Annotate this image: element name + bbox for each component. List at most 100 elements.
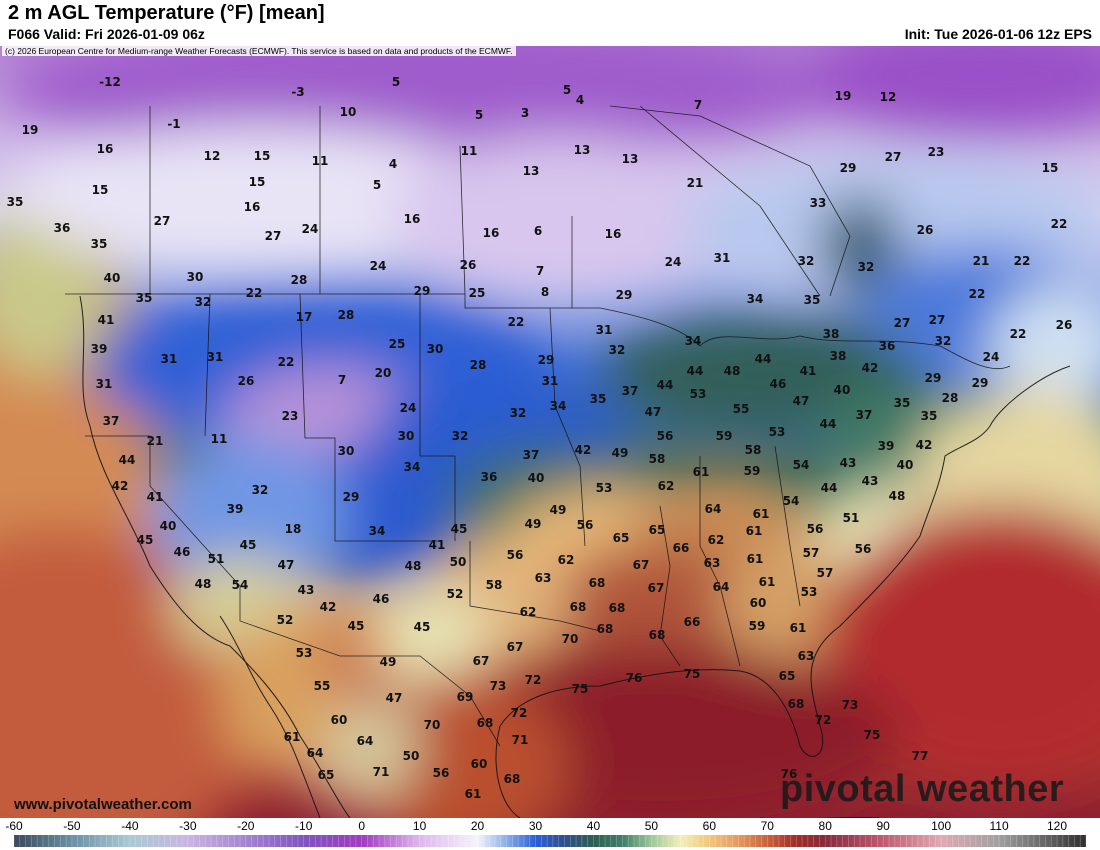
temperature-label: 39	[878, 439, 895, 453]
map-title: 2 m AGL Temperature (°F) [mean]	[8, 2, 325, 24]
coastlines	[79, 295, 1071, 818]
temperature-label: 15	[1042, 161, 1059, 175]
temperature-label: 19	[22, 123, 39, 137]
temperature-label: 5	[563, 83, 571, 97]
temperature-label: 26	[1056, 318, 1073, 332]
temperature-label: 44	[820, 417, 837, 431]
temperature-label: 37	[523, 448, 540, 462]
temperature-label: 47	[278, 558, 295, 572]
temperature-label: 41	[147, 490, 164, 504]
temperature-label: 34	[685, 334, 702, 348]
temperature-label: 11	[211, 432, 228, 446]
temperature-label: 53	[801, 585, 818, 599]
temperature-label: 29	[343, 490, 360, 504]
website-url[interactable]: www.pivotalweather.com	[14, 796, 192, 813]
colorbar-label: 70	[760, 819, 774, 833]
temperature-label: 56	[855, 542, 872, 556]
temperature-label: 28	[470, 358, 487, 372]
temperature-label: 21	[687, 176, 704, 190]
temperature-label: 47	[645, 405, 662, 419]
temperature-label: 41	[429, 538, 446, 552]
temperature-label: 18	[285, 522, 302, 536]
temperature-label: 45	[451, 522, 468, 536]
temperature-label: 75	[864, 728, 881, 742]
temperature-label: 42	[320, 600, 337, 614]
temperature-label: 50	[450, 555, 467, 569]
temperature-label: 42	[112, 479, 129, 493]
temperature-label: 61	[790, 621, 807, 635]
temperature-label: 29	[414, 284, 431, 298]
temperature-label: 27	[154, 214, 171, 228]
temperature-label: 4	[576, 93, 584, 107]
temperature-label: 58	[486, 578, 503, 592]
temperature-label: 49	[380, 655, 397, 669]
colorbar-label: 50	[644, 819, 659, 833]
temperature-label: 70	[562, 632, 579, 646]
temperature-label: 24	[400, 401, 417, 415]
temperature-label: 45	[240, 538, 257, 552]
temperature-label: 22	[508, 315, 525, 329]
temperature-label: 25	[469, 286, 486, 300]
colorbar-label: -60	[5, 819, 23, 833]
temperature-label: 56	[807, 522, 824, 536]
temperature-label: 44	[119, 453, 136, 467]
temperature-label: 57	[817, 566, 834, 580]
temperature-label: 32	[252, 483, 269, 497]
temperature-label: 32	[195, 295, 212, 309]
temperature-label: 23	[282, 409, 299, 423]
temperature-label: 46	[373, 592, 390, 606]
temperature-label: 67	[648, 581, 665, 595]
temperature-label: 30	[338, 444, 355, 458]
temperature-label: 73	[842, 698, 859, 712]
temperature-label: 77	[912, 749, 929, 763]
temperature-label: 26	[460, 258, 477, 272]
temperature-label: 37	[622, 384, 639, 398]
temperature-label: 63	[535, 571, 552, 585]
temperature-label: 31	[161, 352, 178, 366]
temperature-label: 36	[879, 339, 896, 353]
temperature-label: 23	[928, 145, 945, 159]
temperature-label: 31	[96, 377, 113, 391]
temperature-label: 62	[558, 553, 575, 567]
temperature-label: 29	[840, 161, 857, 175]
temperature-label: 72	[511, 706, 528, 720]
political-borders	[65, 105, 1011, 747]
temperature-label: 43	[862, 474, 879, 488]
temperature-label: 6	[534, 224, 542, 238]
temperature-label: 45	[137, 533, 154, 547]
temperature-label: 62	[658, 479, 675, 493]
temperature-label: 44	[687, 364, 704, 378]
temperature-label: 68	[609, 601, 626, 615]
temperature-label: 26	[917, 223, 934, 237]
temperature-label: 34	[550, 399, 567, 413]
temperature-label: 7	[338, 373, 346, 387]
temperature-label: 28	[291, 273, 308, 287]
colorbar-label: -50	[63, 819, 81, 833]
temperature-label: 63	[704, 556, 721, 570]
temperature-label: 59	[744, 464, 761, 478]
temperature-field	[0, 46, 1100, 818]
temperature-label: 49	[612, 446, 629, 460]
temperature-label: 68	[589, 576, 606, 590]
header: 2 m AGL Temperature (°F) [mean] F066 Val…	[0, 0, 1100, 46]
temperature-label: 75	[684, 667, 701, 681]
temperature-label: 52	[447, 587, 464, 601]
temperature-label: 3	[521, 106, 529, 120]
temperature-label: 44	[755, 352, 772, 366]
temperature-label: 64	[705, 502, 722, 516]
temperature-label: 30	[187, 270, 204, 284]
temperature-label: 37	[103, 414, 120, 428]
temperature-label: 33	[810, 196, 827, 210]
temperature-label: 60	[331, 713, 348, 727]
temperature-label: 7	[694, 98, 702, 112]
temperature-label: 21	[147, 434, 164, 448]
colorbar-gradient	[14, 835, 1086, 847]
temperature-label: 22	[278, 355, 295, 369]
temperature-label: 57	[803, 546, 820, 560]
temperature-label: 67	[473, 654, 490, 668]
temperature-label: 11	[312, 154, 329, 168]
temperature-label: 24	[370, 259, 387, 273]
temperature-label: 22	[1051, 217, 1068, 231]
temperature-label: 49	[525, 517, 542, 531]
